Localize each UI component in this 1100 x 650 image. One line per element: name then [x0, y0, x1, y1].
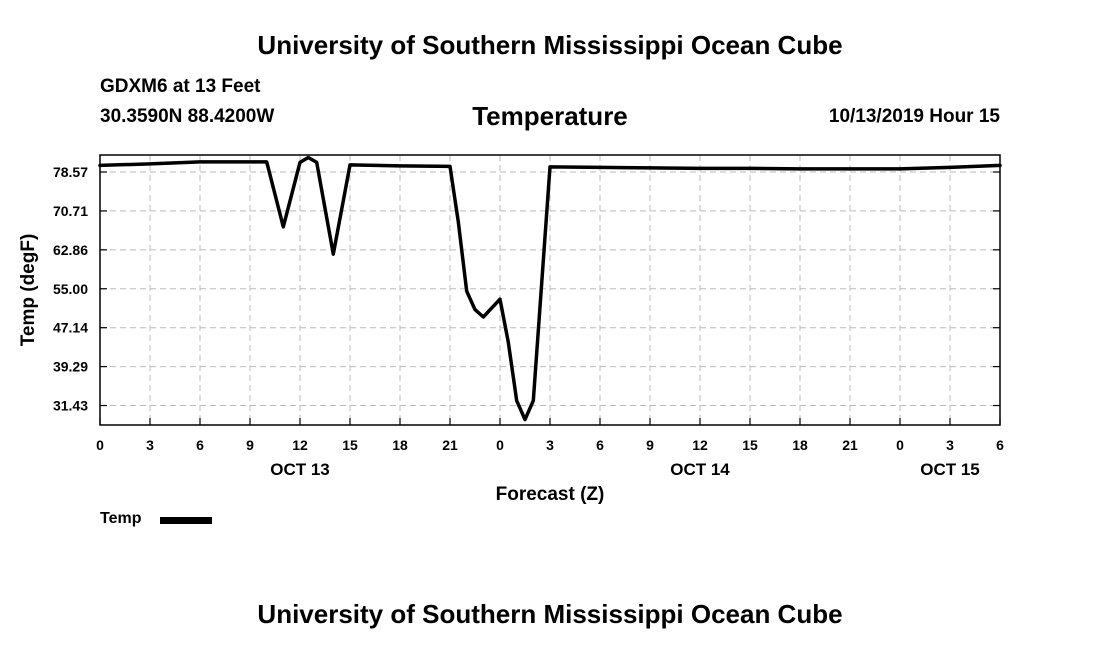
- grid-lines: [100, 155, 1000, 425]
- x-tick-label: 3: [146, 437, 154, 453]
- chart-title: Temperature: [472, 101, 628, 131]
- series-line-temp: [98, 155, 1002, 422]
- x-tick-label: 6: [596, 437, 604, 453]
- footer-title: University of Southern Mississippi Ocean…: [257, 599, 843, 629]
- day-labels: OCT 13 OCT 14 OCT 15: [270, 460, 980, 479]
- y-tick-label: 31.43: [53, 398, 88, 414]
- x-tick-label: 3: [946, 437, 954, 453]
- x-tick-label: 3: [546, 437, 554, 453]
- y-tick-label: 70.71: [53, 203, 88, 219]
- x-tick-label: 0: [496, 437, 504, 453]
- x-tick-label: 12: [292, 437, 308, 453]
- y-tick-label: 62.86: [53, 242, 88, 258]
- day-label: OCT 15: [920, 460, 980, 479]
- y-tick-label: 55.00: [53, 281, 88, 297]
- x-tick-label: 18: [792, 437, 808, 453]
- datestamp-label: 10/13/2019 Hour 15: [828, 106, 1000, 127]
- y-tick-label: 78.57: [53, 164, 88, 180]
- coordinates-label: 30.3590N 88.4200W: [100, 106, 275, 127]
- y-tick-label: 39.29: [53, 359, 88, 375]
- x-tick-label: 0: [896, 437, 904, 453]
- x-tick-label: 0: [96, 437, 104, 453]
- x-tick-label: 18: [392, 437, 408, 453]
- x-tick-label: 9: [646, 437, 654, 453]
- x-tick-label: 6: [996, 437, 1004, 453]
- series-layer: [98, 155, 1002, 422]
- x-tick-label: 21: [842, 437, 858, 453]
- x-tick-label: 21: [442, 437, 458, 453]
- x-tick-label: 6: [196, 437, 204, 453]
- x-tick-label: 9: [246, 437, 254, 453]
- day-label: OCT 14: [670, 460, 730, 479]
- legend-label: Temp: [100, 510, 142, 527]
- station-label: GDXM6 at 13 Feet: [100, 76, 261, 97]
- x-tick-label: 15: [342, 437, 358, 453]
- y-tick-label: 47.14: [53, 320, 88, 336]
- y-axis-title: Temp (degF): [18, 234, 39, 347]
- x-axis-ticks: 0 3 6 9 12 15 18 21 0 3 6 9 12 15 18 21 0 3 6: [96, 418, 1004, 453]
- x-axis-title: Forecast (Z): [496, 484, 605, 505]
- page-title: University of Southern Mississippi Ocean…: [257, 30, 843, 60]
- y-axis-ticks: 31.43 39.29 47.14 55.00 62.86 70.71 78.57: [53, 164, 1000, 414]
- x-tick-label: 12: [692, 437, 708, 453]
- x-tick-label: 15: [742, 437, 758, 453]
- day-label: OCT 13: [270, 460, 330, 479]
- legend-line-swatch: [160, 517, 212, 524]
